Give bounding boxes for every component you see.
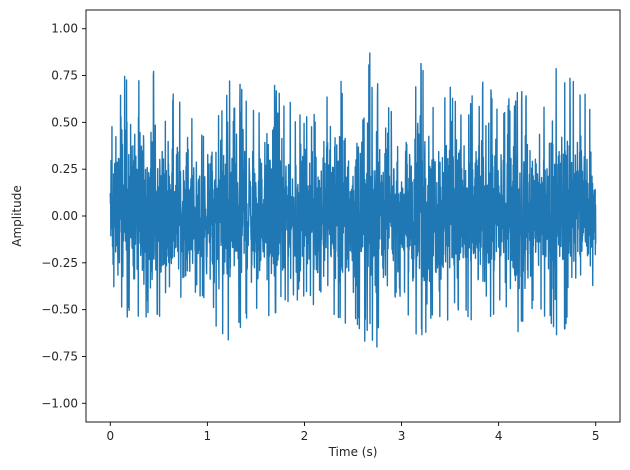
y-tick-label: −0.75	[41, 349, 78, 363]
x-tick-label: 4	[495, 429, 503, 443]
plot-area	[109, 52, 597, 348]
y-tick-label: −1.00	[41, 396, 78, 410]
x-tick-label: 5	[592, 429, 600, 443]
y-tick-label: −0.25	[41, 256, 78, 270]
x-tick-label: 0	[106, 429, 114, 443]
y-tick-label: −0.50	[41, 303, 78, 317]
x-axis-label: Time (s)	[328, 445, 378, 459]
y-tick-label: 0.75	[51, 69, 78, 83]
axes-frame	[85, 9, 621, 423]
y-tick-label: 0.00	[51, 209, 78, 223]
y-axis-label: Amplitude	[10, 185, 24, 247]
x-tick-label: 2	[301, 429, 309, 443]
y-axis-ticks: −1.00 −0.75 −0.50 −0.25 0.00 0.25 0.50 0.75 1.00	[41, 22, 86, 410]
x-tick-label: 1	[204, 429, 212, 443]
waveform-line	[109, 52, 597, 348]
y-tick-label: 0.50	[51, 115, 78, 129]
y-tick-label: 1.00	[51, 22, 78, 36]
y-tick-label: 0.25	[51, 162, 78, 176]
x-axis-ticks: 0 1 2 3 4 5	[106, 422, 600, 443]
x-tick-label: 3	[398, 429, 406, 443]
